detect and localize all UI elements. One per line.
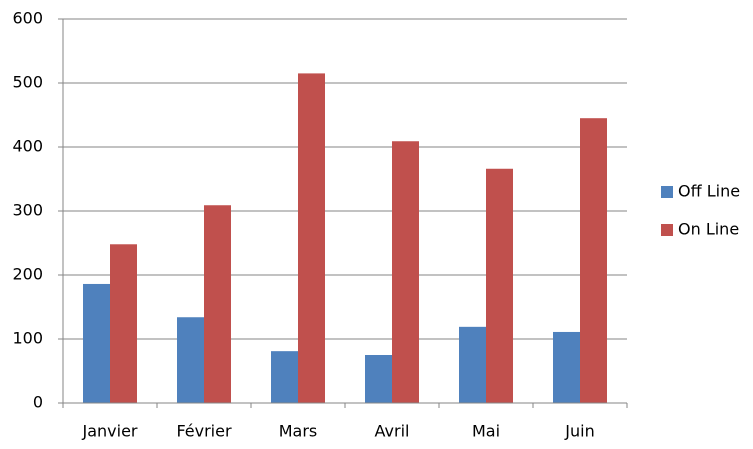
x-tick-label: Mars [279, 422, 318, 441]
bar [486, 168, 513, 403]
x-tick-label: Avril [375, 422, 410, 441]
y-tick-label: 0 [33, 393, 43, 412]
y-tick-label: 600 [12, 9, 43, 28]
bar [392, 141, 419, 404]
bar [580, 118, 607, 403]
y-tick-label: 100 [12, 329, 43, 348]
x-tick-label: Février [176, 422, 232, 441]
legend-label: Off Line [678, 182, 740, 201]
bar [271, 351, 298, 403]
bar [365, 355, 392, 403]
bar [177, 317, 204, 403]
legend-label: On Line [678, 220, 739, 239]
bar [459, 326, 486, 403]
y-tick-label: 500 [12, 73, 43, 92]
bar [553, 331, 580, 403]
legend-swatch [661, 224, 673, 236]
bar [204, 205, 231, 403]
bar [83, 283, 110, 403]
y-tick-label: 400 [12, 137, 43, 156]
bar [298, 73, 325, 404]
y-tick-label: 200 [12, 265, 43, 284]
bar [110, 244, 137, 403]
x-tick-label: Juin [564, 422, 594, 441]
x-tick-label: Janvier [82, 422, 138, 441]
x-tick-label: Mai [472, 422, 500, 441]
y-tick-label: 300 [12, 201, 43, 220]
legend-swatch [661, 186, 673, 198]
